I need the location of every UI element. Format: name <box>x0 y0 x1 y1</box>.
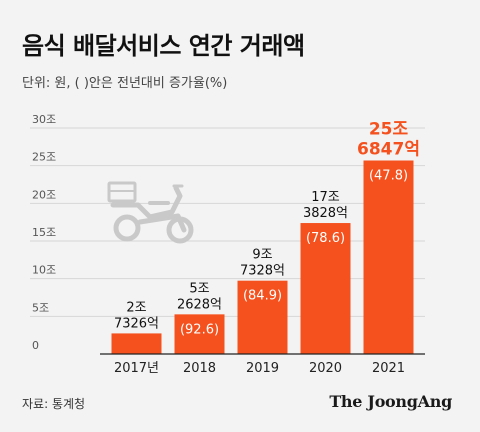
y-tick-label: 15조 <box>32 226 56 239</box>
value-label: 2628억 <box>177 297 222 312</box>
brand-logo: The JoongAng <box>329 392 452 411</box>
x-tick-label: 2021 <box>372 361 405 376</box>
bar <box>237 280 288 354</box>
y-tick-label: 25조 <box>32 151 56 164</box>
x-tick-label: 2019 <box>246 361 279 376</box>
bar <box>111 333 162 354</box>
bar <box>300 223 351 354</box>
x-tick-label: 2017년 <box>114 361 159 376</box>
growth-label: (84.9) <box>243 289 282 304</box>
y-tick-label: 20조 <box>32 188 56 201</box>
growth-label: (78.6) <box>306 231 345 246</box>
value-label: 6847억 <box>357 140 420 160</box>
value-label: 3828억 <box>303 206 348 221</box>
chart-title: 음식 배달서비스 연간 거래액 <box>22 32 305 60</box>
growth-label: (47.8) <box>369 169 408 184</box>
bar <box>363 160 414 354</box>
x-tick-label: 2018 <box>183 361 216 376</box>
growth-label: (92.6) <box>180 322 219 337</box>
value-label: 25조 <box>369 120 409 140</box>
y-tick-label: 10조 <box>32 264 56 277</box>
source-note: 자료: 통계청 <box>22 397 86 411</box>
bar <box>174 314 225 354</box>
x-tick-label: 2020 <box>309 361 342 376</box>
delivery-scooter-icon <box>107 181 194 244</box>
value-label: 9조 <box>252 248 272 263</box>
y-tick-label: 5조 <box>32 301 49 314</box>
chart-subtitle: 단위: 원, ( )안은 전년대비 증가율(%) <box>22 76 228 91</box>
y-tick-label: 30조 <box>32 113 56 126</box>
value-label: 2조 <box>126 300 146 315</box>
value-label: 7326억 <box>114 316 159 331</box>
value-label: 17조 <box>311 190 340 205</box>
y-tick-label: 0 <box>32 339 39 352</box>
value-label: 7328억 <box>240 264 285 279</box>
value-label: 5조 <box>189 281 209 296</box>
